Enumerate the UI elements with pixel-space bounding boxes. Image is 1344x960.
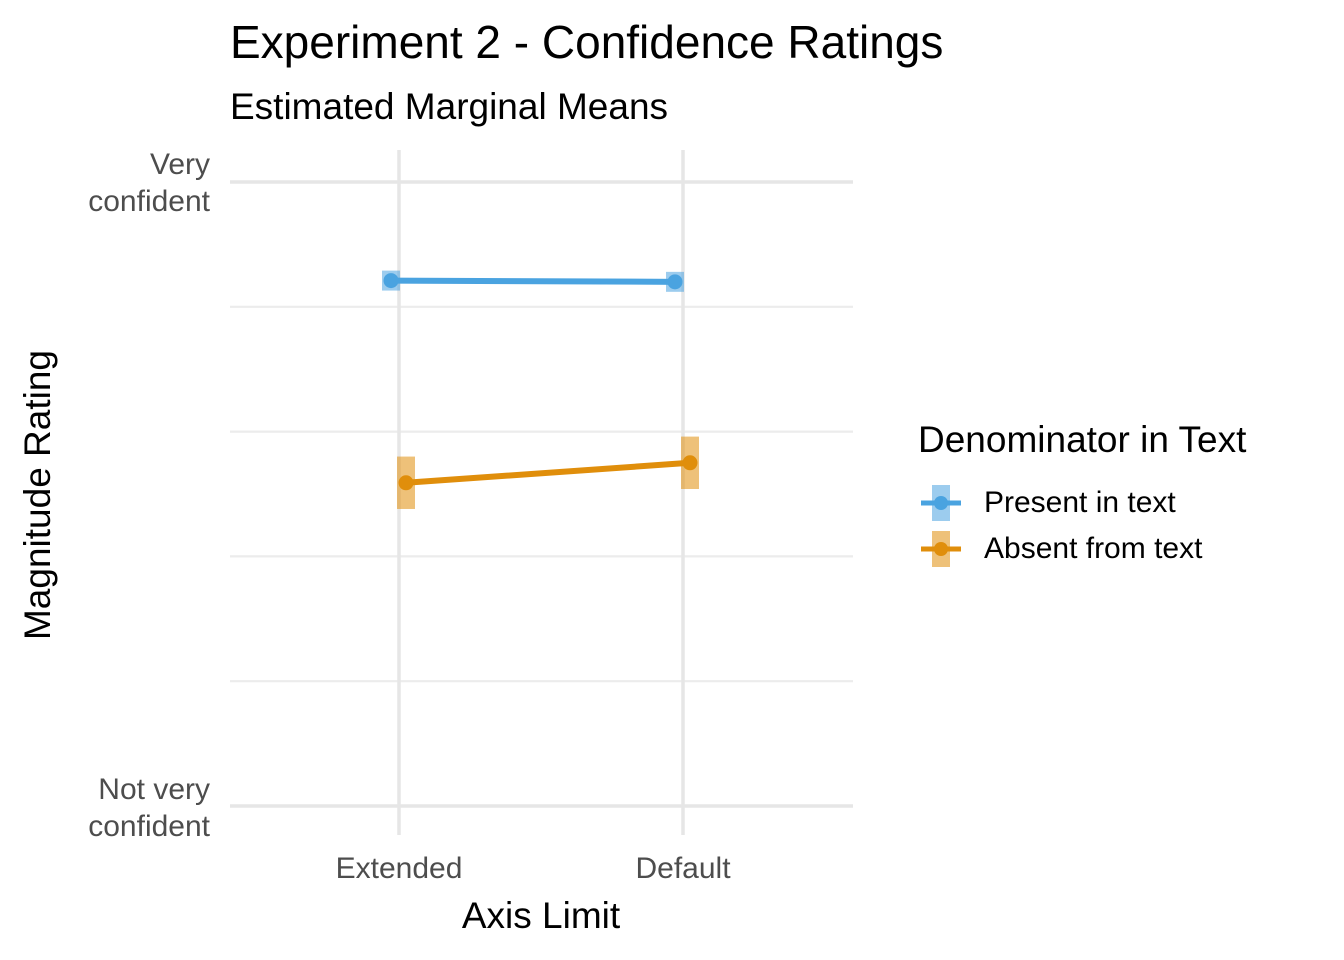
chart-title: Experiment 2 - Confidence Ratings — [230, 16, 944, 68]
data-point — [667, 274, 683, 290]
series-line — [403, 459, 693, 486]
legend-title: Denominator in Text — [918, 419, 1247, 460]
y-tick-label-top: Very confident — [10, 146, 210, 220]
y-tick-label-line: confident — [88, 810, 210, 843]
chart-subtitle: Estimated Marginal Means — [230, 86, 669, 127]
series-line — [388, 277, 678, 285]
y-tick-label-line: Very — [149, 148, 210, 181]
legend-label-absent: Absent from text — [984, 532, 1203, 565]
x-tick-label-default: Default — [635, 852, 731, 885]
legend-key-absent — [921, 531, 961, 567]
legend-label-present: Present in text — [984, 486, 1176, 519]
legend-key-present — [921, 485, 961, 521]
data-point — [682, 455, 698, 471]
x-axis-label: Axis Limit — [461, 895, 621, 936]
data-point — [398, 475, 414, 491]
y-tick-label-bottom: Not very confident — [10, 771, 210, 845]
y-tick-label-line: Not very — [98, 773, 210, 806]
y-tick-label-line: confident — [88, 185, 210, 218]
data-point — [383, 273, 399, 289]
x-tick-label-extended: Extended — [335, 852, 463, 885]
